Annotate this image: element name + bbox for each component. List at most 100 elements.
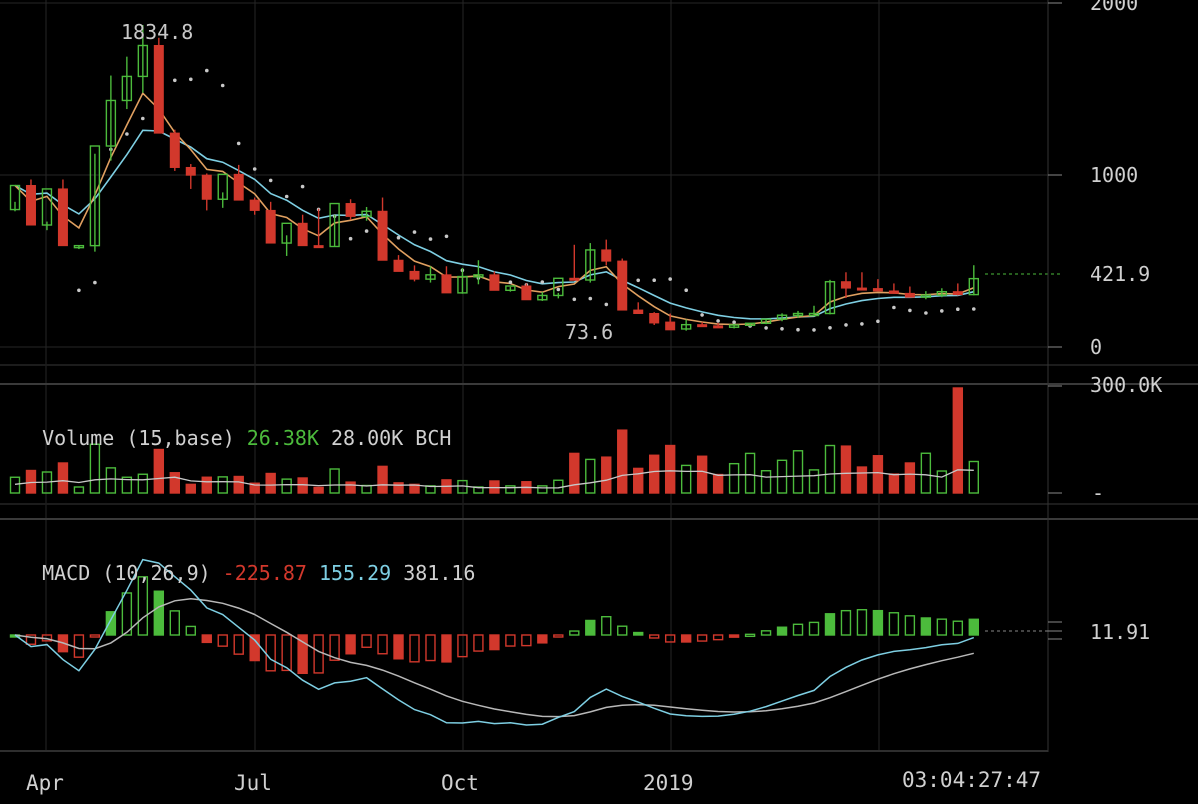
candle-body-down	[25, 185, 36, 226]
volume-bar	[313, 486, 324, 494]
macd-hist-bar	[537, 634, 548, 644]
candle-body-down	[872, 288, 883, 292]
macd-hist-bar	[840, 609, 852, 636]
macd-hist-bar	[153, 590, 165, 636]
volume-pane[interactable]	[9, 387, 979, 494]
macd-hist-bar	[649, 634, 660, 639]
parabolic-sar-dots	[61, 68, 976, 332]
volume-bar	[329, 468, 340, 494]
macd-hist-bar	[920, 617, 932, 636]
candle-body-down	[856, 287, 867, 291]
volume-bar	[9, 476, 21, 494]
volume-bar	[249, 482, 260, 494]
macd-hist-bar	[505, 634, 516, 647]
sar-dot	[540, 280, 545, 284]
volume-bar	[712, 473, 724, 494]
macd-hist-bar	[185, 625, 196, 636]
macd-hist-bar	[121, 592, 133, 636]
volume-bar	[393, 482, 404, 494]
volume-bar	[601, 456, 612, 494]
candle-body-down	[201, 174, 212, 200]
macd-hist-bar	[233, 634, 244, 655]
macd-hist-bar	[585, 619, 596, 636]
candle-body-down	[345, 203, 356, 217]
volume-bar	[728, 462, 740, 494]
volume-bar	[377, 465, 388, 494]
volume-bar	[840, 445, 852, 494]
price-axis[interactable]: 2000 1000 0 421.9 300.0K - 11.91	[1047, 0, 1162, 752]
macd-hist-bar	[760, 630, 772, 636]
sar-dot	[764, 326, 768, 330]
candle-body-up	[217, 173, 228, 200]
candle-body-down	[713, 325, 724, 329]
candle-body-up	[760, 318, 772, 324]
macd-hist-bar	[249, 634, 260, 662]
macd-hist-bar	[409, 634, 420, 663]
candle-body-down	[233, 173, 244, 201]
macd-pane[interactable]	[9, 558, 1063, 726]
candle-body-down	[904, 292, 915, 298]
macd-hist-bar	[25, 634, 37, 645]
volume-bar	[57, 462, 69, 494]
macd-hist-bar	[968, 618, 979, 636]
sar-dot	[828, 326, 832, 330]
candle-body-up	[137, 44, 149, 78]
sar-dot	[396, 235, 401, 240]
volume-bar	[25, 469, 37, 494]
macd-hist-bar	[824, 613, 836, 636]
candle-body-down	[185, 166, 196, 176]
price-pane[interactable]: 1834.8 73.6	[9, 20, 1063, 344]
volume-ma-path	[14, 469, 974, 489]
sar-dot	[892, 305, 896, 310]
pane-separators	[0, 364, 1198, 752]
volume-bar	[968, 460, 979, 494]
sar-dot	[556, 287, 561, 292]
volume-bar	[281, 478, 292, 494]
sar-dot	[364, 229, 369, 233]
sar-dot	[956, 307, 960, 312]
sar-dot	[572, 297, 577, 302]
macd-hist-bar	[680, 634, 692, 643]
macd-line	[14, 558, 975, 726]
volume-ma-line	[14, 469, 974, 489]
macd-hist-bar	[89, 634, 101, 638]
candle-body-down	[249, 199, 260, 211]
volume-bar	[73, 486, 85, 494]
volume-bar	[121, 476, 133, 494]
candle-body-down	[649, 312, 660, 324]
macd-hist-bar	[888, 612, 900, 636]
macd-hist-bar	[792, 623, 804, 636]
macd-hist-value: -225.87	[222, 561, 307, 585]
candle-body-up	[73, 244, 85, 249]
macd-hist-bar	[217, 634, 228, 647]
time-axis[interactable]: Apr Jul Oct 2019	[26, 771, 694, 795]
macd-hist-bar	[664, 634, 676, 643]
volume-legend: Volume (15,base) 26.38K 28.00K BCH	[18, 402, 463, 450]
sar-dot	[860, 322, 864, 326]
sar-dot	[812, 328, 816, 332]
sar-dot	[189, 77, 193, 82]
sar-dot	[236, 141, 241, 146]
volume-bar	[824, 444, 836, 494]
candle-body-down	[697, 324, 708, 328]
candle-body-down	[169, 132, 180, 168]
candle-body-up	[553, 277, 564, 297]
volume-bar	[169, 472, 181, 494]
macd-hist-bar	[633, 631, 644, 636]
macd-hist-bar	[489, 634, 500, 651]
volume-bar	[792, 450, 804, 494]
candle-body-up	[585, 249, 596, 281]
candle-body-up	[776, 314, 788, 320]
candle-body-up	[505, 285, 516, 292]
sar-dot	[205, 68, 209, 73]
sar-dot	[940, 309, 944, 313]
volume-bar	[345, 481, 356, 494]
sar-dot	[93, 280, 97, 285]
macd-hist-bar	[441, 634, 452, 663]
volume-bar	[888, 473, 900, 494]
sar-dot	[428, 237, 433, 241]
macd-hist-bar	[297, 634, 308, 675]
sar-dot	[972, 307, 976, 311]
